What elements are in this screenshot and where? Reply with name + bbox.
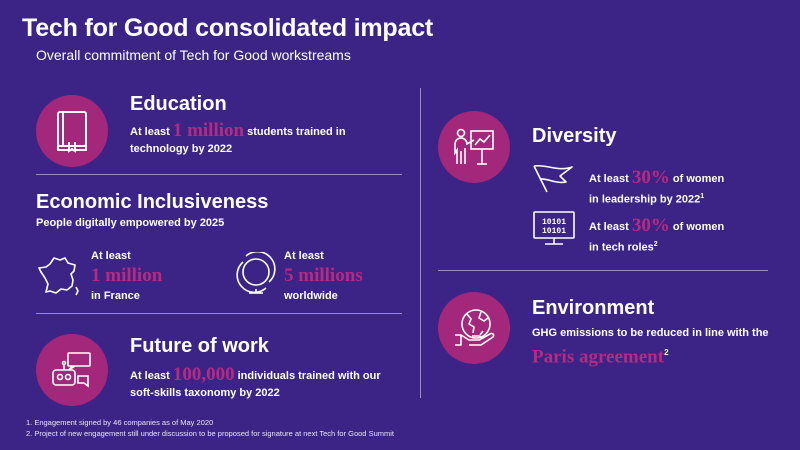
education-title: Education (130, 93, 227, 115)
divider-economic (36, 313, 402, 314)
environment-value-wrap: Paris agreement2 (532, 342, 669, 368)
tech-suffix: of women (672, 221, 725, 233)
presentation-icon (454, 128, 494, 165)
globe-icon (236, 252, 276, 296)
tech-line2: in tech roles (589, 241, 654, 254)
tech-prefix: At least (589, 221, 629, 233)
environment-footnote-ref: 2 (664, 348, 669, 357)
leadership-footnote-ref: 1 (700, 193, 705, 200)
diversity-title: Diversity (532, 125, 617, 147)
future-circle (36, 334, 108, 406)
earth-hand-icon (455, 309, 495, 346)
leadership-value: 30% (631, 167, 670, 188)
divider-diversity (438, 270, 768, 271)
france-prefix: At least (91, 250, 131, 262)
future-suffix: individuals trained with our (237, 370, 381, 382)
leadership-prefix: At least (589, 173, 629, 185)
page-title: Tech for Good consolidated impact (22, 14, 434, 42)
leadership-text: At least 30% of women in leadership by 2… (589, 167, 725, 209)
france-label: in France (91, 290, 140, 302)
environment-value: Paris agreement (532, 346, 665, 368)
diversity-circle (438, 111, 510, 183)
france-map-icon (38, 256, 80, 296)
divider-education (36, 174, 402, 175)
page-subtitle: Overall commitment of Tech for Good work… (36, 47, 351, 63)
leadership-line2: in leadership by 2022 (589, 193, 701, 206)
tech-value: 30% (631, 215, 670, 236)
education-value: 1 million (172, 120, 245, 141)
world-label: worldwide (284, 290, 338, 302)
environment-line1: GHG emissions to be reduced in line with… (532, 327, 769, 339)
economic-title: Economic Inclusiveness (36, 191, 269, 213)
tech-roles-text: At least 30% of women in tech roles2 (589, 215, 725, 257)
education-circle (36, 95, 108, 167)
environment-circle (438, 292, 510, 364)
robot-chat-icon (52, 352, 91, 388)
future-prefix: At least (130, 370, 170, 382)
education-prefix: At least (130, 126, 170, 138)
book-icon (57, 111, 87, 153)
future-value: 100,000 (172, 364, 235, 385)
footnote-2: 2. Project of new engagement still under… (26, 429, 394, 438)
education-text: At least 1 million students trained in t… (130, 120, 346, 158)
vertical-divider (420, 88, 421, 398)
binary-row-1: 10101 (542, 218, 566, 227)
binary-row-2: 10101 (542, 227, 566, 236)
flag-icon (532, 162, 574, 194)
leadership-suffix: of women (672, 173, 725, 185)
education-suffix: students trained in (247, 126, 346, 138)
footnote-1: 1. Engagement signed by 46 companies as … (26, 418, 214, 427)
education-line2: technology by 2022 (130, 143, 233, 155)
future-text: At least 100,000 individuals trained wit… (130, 364, 381, 402)
tech-footnote-ref: 2 (653, 241, 658, 248)
world-value: 5 millions (284, 265, 363, 286)
future-line2: soft-skills taxonomy by 2022 (130, 387, 280, 399)
world-prefix: At least (284, 250, 324, 262)
future-title: Future of work (130, 335, 269, 357)
environment-title: Environment (532, 297, 655, 319)
france-value: 1 million (91, 265, 163, 286)
economic-subtitle: People digitally empowered by 2025 (36, 217, 225, 229)
binary-monitor-icon: 10101 10101 (531, 210, 577, 248)
